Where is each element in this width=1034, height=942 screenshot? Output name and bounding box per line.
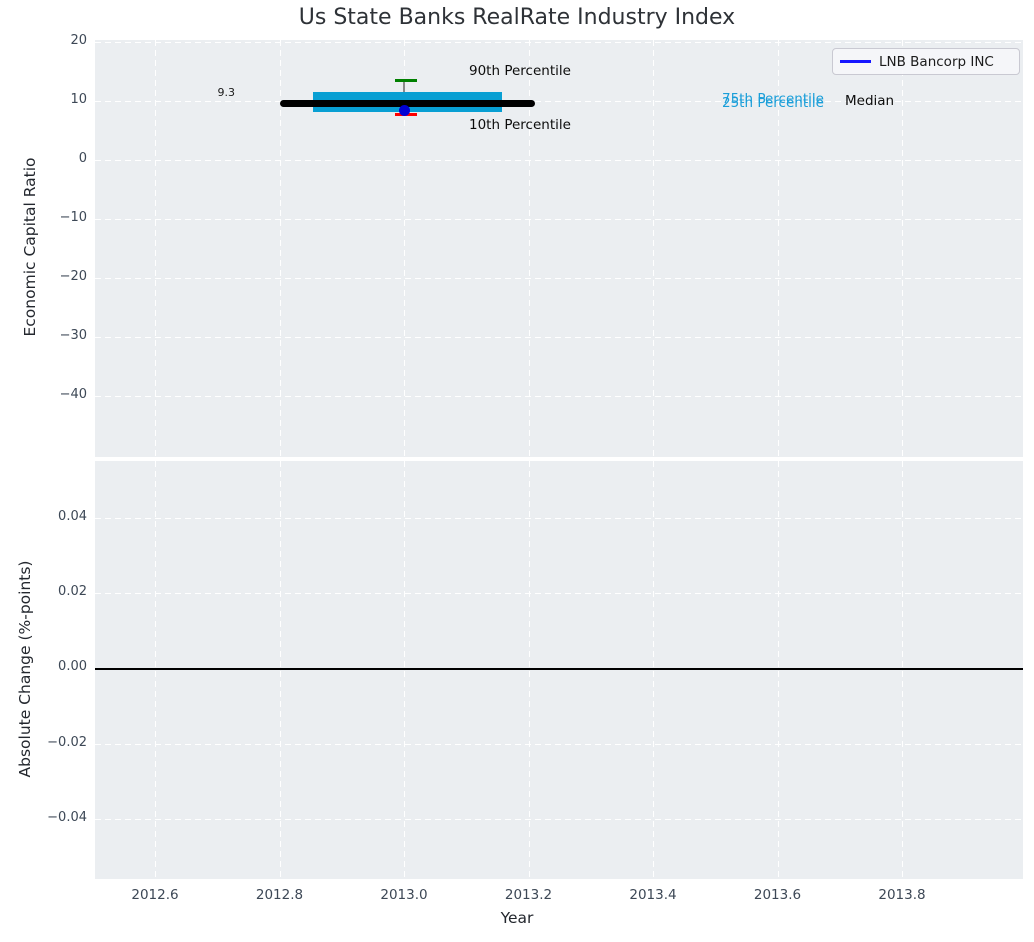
company-data-point xyxy=(399,104,410,116)
axes-absolute-change xyxy=(95,461,1023,879)
x-axis-label: Year xyxy=(500,909,534,927)
x-tick-label: 2013.2 xyxy=(504,887,553,903)
y-axis-label-top: Economic Capital Ratio xyxy=(21,157,39,337)
gridline xyxy=(155,40,157,457)
gridline xyxy=(95,396,1023,398)
legend-line-swatch-icon xyxy=(840,60,871,63)
gridline xyxy=(279,461,281,879)
gridline xyxy=(95,518,1023,520)
y-tick-label: 0 xyxy=(78,151,87,166)
y-tick-label: 10 xyxy=(70,92,87,107)
gridline xyxy=(95,819,1023,821)
gridline xyxy=(528,461,530,879)
gridline xyxy=(902,461,904,879)
y-tick-label: 0.02 xyxy=(58,584,87,599)
y-tick-label: 0.00 xyxy=(58,659,87,674)
gridline xyxy=(155,461,157,879)
y-tick-label: −40 xyxy=(59,387,87,402)
y-tick-label: −0.04 xyxy=(47,810,87,825)
p90-cap xyxy=(395,79,417,82)
x-tick-label: 2012.6 xyxy=(131,887,179,903)
y-tick-label: 20 xyxy=(70,33,87,48)
gridline xyxy=(95,593,1023,595)
median-value-label: 9.3 xyxy=(217,86,236,99)
gridline xyxy=(404,461,406,879)
gridline xyxy=(95,744,1023,746)
p75-annotation: 75th Percentile xyxy=(722,91,824,107)
gridline xyxy=(404,40,406,457)
gridline xyxy=(95,160,1023,162)
chart-title: Us State Banks RealRate Industry Index xyxy=(298,5,736,30)
gridline xyxy=(95,42,1023,44)
gridline xyxy=(279,40,281,457)
median-line xyxy=(280,99,535,107)
x-tick-label: 2013.0 xyxy=(380,887,428,903)
legend-label: LNB Bancorp INC xyxy=(879,53,994,70)
y-tick-label: 0.04 xyxy=(58,509,87,524)
p25-annotation: 25th Percentile xyxy=(722,95,824,111)
median-annotation: Median xyxy=(845,93,895,109)
y-axis-label-bottom: Absolute Change (%-points) xyxy=(16,560,34,778)
y-tick-label: −0.02 xyxy=(47,735,87,750)
axes-economic-capital-ratio: 9.3 90th Percentile 10th Percentile 75th… xyxy=(95,40,1023,457)
gridline xyxy=(653,461,655,879)
x-tick-label: 2013.6 xyxy=(753,887,802,903)
x-tick-label: 2012.8 xyxy=(255,887,304,903)
gridline xyxy=(777,461,779,879)
p10-annotation: 10th Percentile xyxy=(469,117,571,133)
gridline xyxy=(95,337,1023,339)
gridline xyxy=(95,101,1023,103)
y-tick-label: −20 xyxy=(59,269,87,284)
p90-annotation: 90th Percentile xyxy=(469,63,571,79)
gridline xyxy=(95,219,1023,221)
x-tick-label: 2013.8 xyxy=(878,887,926,903)
gridline xyxy=(653,40,655,457)
gridline xyxy=(777,40,779,457)
gridline xyxy=(95,278,1023,280)
zero-reference-line xyxy=(95,668,1023,670)
y-tick-label: −30 xyxy=(59,328,87,343)
gridline xyxy=(902,40,904,457)
x-tick-label: 2013.4 xyxy=(629,887,677,903)
y-tick-label: −10 xyxy=(59,210,87,225)
legend: LNB Bancorp INC xyxy=(832,48,1020,75)
gridline xyxy=(528,40,530,457)
